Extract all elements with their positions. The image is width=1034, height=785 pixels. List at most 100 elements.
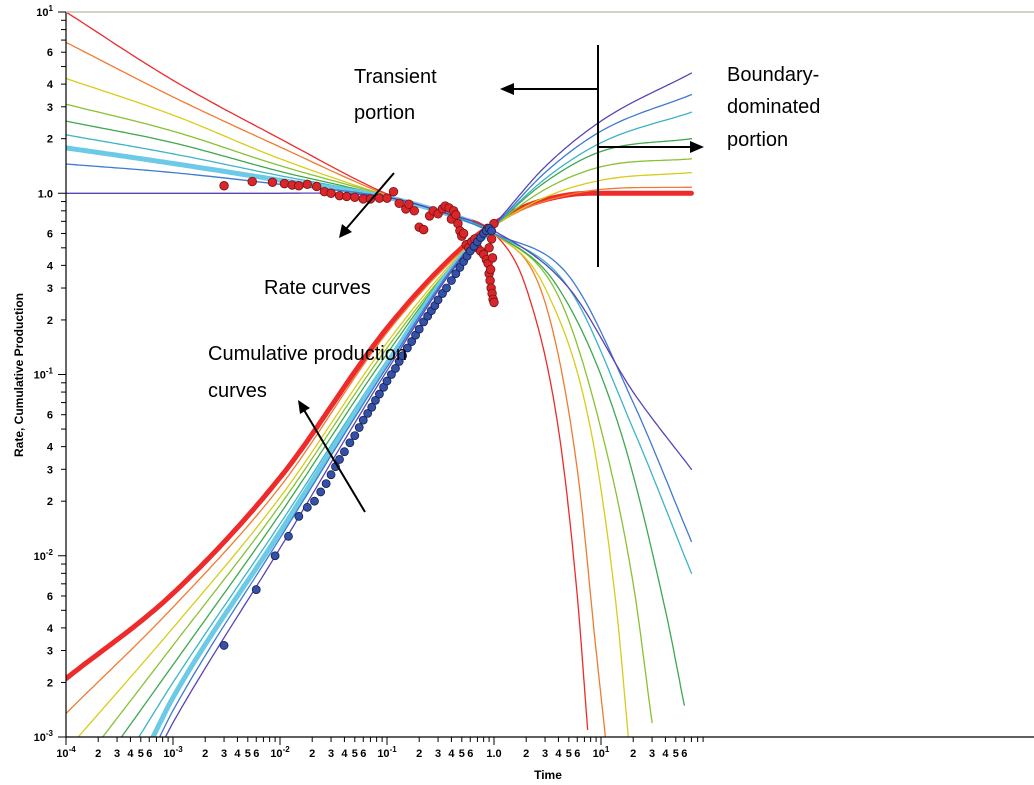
rate-data-point xyxy=(302,179,313,190)
transient-arrow-head xyxy=(500,83,514,95)
y-tick-label: 4 xyxy=(47,260,54,272)
cumulative-data-point xyxy=(326,470,336,480)
x-tick-label: 2 xyxy=(309,748,315,760)
data-points xyxy=(219,176,499,650)
x-tick-label: 3 xyxy=(435,748,441,760)
cumulative-data-point xyxy=(270,551,280,561)
y-tick-label: 6 xyxy=(47,228,53,240)
x-tick-label: 4 xyxy=(341,748,348,760)
rate-data-point xyxy=(484,243,494,253)
transient-label: Transient portion xyxy=(354,66,442,124)
x-tick-label: 6 xyxy=(574,748,580,760)
y-tick-label: 3 xyxy=(47,464,53,476)
x-tick-label: 5 xyxy=(673,748,679,760)
rate-data-point xyxy=(388,186,399,197)
rate-data-point xyxy=(326,188,336,198)
y-tick-label: 10-2 xyxy=(34,548,54,563)
x-tick-label: 4 xyxy=(234,748,241,760)
cumulative-data-point xyxy=(367,402,377,412)
x-tick-label: 3 xyxy=(221,748,227,760)
rate-data-point xyxy=(247,176,257,187)
x-tick-label: 10-1 xyxy=(377,745,397,760)
x-tick-label: 5 xyxy=(245,748,251,760)
cumulative-arrow xyxy=(303,409,366,513)
rate-data-point xyxy=(485,264,496,275)
rate-data-point xyxy=(219,181,229,191)
boundary-arrow-head xyxy=(690,141,704,153)
cumulative-curve-17 xyxy=(158,93,693,737)
x-axis-ticks: 2 3 4 5 6 2 3 4 5 6 2 3 4 5 6 2 3 4 5 6 2 3 4 5 6 2 3 4 5 610-4 10-3 10… xyxy=(56,737,704,760)
cumulative-data-point xyxy=(294,511,304,521)
x-tick-label: 5 xyxy=(459,748,465,760)
x-tick-label: 3 xyxy=(328,748,334,760)
x-tick-label: 4 xyxy=(448,748,455,760)
cumulative-data-point xyxy=(310,496,319,506)
cumulative-data-point xyxy=(451,269,461,279)
cumulative-data-point xyxy=(407,337,417,346)
cumulative-data-point xyxy=(433,295,443,305)
rate-data-point xyxy=(267,177,278,187)
rate-data-point xyxy=(350,192,360,202)
cumulative-curve-16 xyxy=(150,231,492,737)
cumulative-data-point xyxy=(382,376,392,386)
cumulative-data-point xyxy=(391,364,400,373)
y-tick-label: 4 xyxy=(47,442,54,454)
x-tick-label: 6 xyxy=(253,748,259,760)
x-tick-label: 5 xyxy=(138,748,144,760)
cumulative-data-point xyxy=(219,641,229,650)
x-tick-label: 10-2 xyxy=(270,745,290,760)
cumulative-data-point xyxy=(358,415,368,425)
x-tick-label: 2 xyxy=(523,748,529,760)
cumulative-data-point xyxy=(487,226,497,236)
x-tick-label: 4 xyxy=(662,748,669,760)
cumulative-data-point xyxy=(284,531,293,541)
x-tick-label: 6 xyxy=(467,748,473,760)
rate-data-point xyxy=(394,198,404,209)
rate-data-point xyxy=(489,297,499,308)
x-tick-label: 3 xyxy=(542,748,548,760)
cumulative-data-point xyxy=(345,438,355,448)
x-tick-label: 3 xyxy=(114,748,120,760)
x-axis-title: Time xyxy=(534,768,562,782)
rate-data-point xyxy=(486,234,497,244)
rate-data-point xyxy=(341,191,352,202)
x-tick-label: 6 xyxy=(146,748,152,760)
axes xyxy=(65,11,1034,738)
x-tick-label: 5 xyxy=(352,748,358,760)
cumulative-data-point xyxy=(302,502,312,512)
rate-data-point xyxy=(294,181,304,191)
cumulative-data-point xyxy=(371,395,380,405)
cumulative-label: Cumulative production curves xyxy=(208,343,413,402)
rate-data-point xyxy=(451,210,461,220)
rate-curve-5 xyxy=(66,120,685,706)
cumulative-data-point xyxy=(363,409,373,418)
cumulative-arrow-head xyxy=(298,400,310,414)
rate-data-point xyxy=(404,199,414,209)
y-tick-label: 2 xyxy=(47,677,53,689)
y-tick-label: 3 xyxy=(47,283,53,295)
x-tick-label: 2 xyxy=(630,748,636,760)
cumulative-data-point xyxy=(335,455,344,464)
y-tick-label: 2 xyxy=(47,134,53,146)
cumulative-data-point xyxy=(414,324,424,334)
y-tick-label: 4 xyxy=(47,79,54,91)
x-tick-label: 4 xyxy=(127,748,134,760)
rate-data-point xyxy=(311,181,322,192)
x-tick-label: 6 xyxy=(681,748,687,760)
rate-data-point xyxy=(382,193,392,203)
cumulative-data-point xyxy=(316,487,326,497)
y-axis-title: Rate, Cumulative Production xyxy=(12,293,26,457)
cumulative-curve-14 xyxy=(120,138,693,737)
rate-data-point xyxy=(409,206,420,216)
y-tick-label: 101 xyxy=(36,4,53,19)
x-tick-label: 2 xyxy=(416,748,422,760)
cumulative-data-point xyxy=(387,370,396,379)
cumulative-data-point xyxy=(251,585,261,595)
cumulative-data-point xyxy=(350,431,360,441)
rate-data-point xyxy=(487,253,498,263)
boundary-label: Boundary- dominated portion xyxy=(727,64,826,151)
y-tick-label: 10-3 xyxy=(34,729,54,744)
rate-data-point xyxy=(418,224,429,235)
y-tick-label: 2 xyxy=(47,315,53,327)
